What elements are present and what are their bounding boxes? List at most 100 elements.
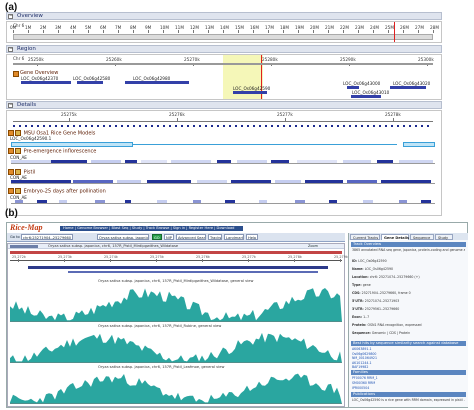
details-panel[interactable]: 25275k 25276k 25277k 25278k MSU Osa1 Rice G… (6, 110, 442, 216)
expression-block[interactable] (125, 160, 137, 163)
expression-block[interactable] (125, 200, 131, 203)
collapse-icon[interactable]: − (8, 102, 14, 108)
expression-block[interactable] (193, 200, 201, 203)
expression-block[interactable] (157, 200, 167, 203)
family-link[interactable]: PF00076 RRM_1 (352, 376, 378, 380)
overview-strip[interactable] (10, 251, 342, 254)
nav-arrows[interactable] (10, 245, 38, 248)
expression-block[interactable] (399, 200, 407, 203)
overview-section-header[interactable]: − Overview (6, 12, 442, 20)
gene-feature[interactable] (21, 81, 71, 84)
expression-block[interactable] (171, 160, 211, 163)
expression-block[interactable] (259, 200, 267, 203)
tab-gene-details[interactable]: Gene Details (381, 234, 409, 240)
chromosome-ideogram[interactable] (13, 34, 433, 40)
expression-block[interactable] (37, 200, 47, 203)
tracks-button[interactable]: Tracks (208, 234, 222, 240)
gene-feature[interactable] (351, 95, 381, 98)
gene-feature[interactable] (77, 81, 103, 84)
landmarks-button[interactable]: Landmarks (224, 234, 244, 240)
expression-block[interactable] (329, 200, 337, 203)
gene-model-bar[interactable] (68, 271, 318, 273)
collapse-icon[interactable]: − (8, 13, 14, 19)
expression-block[interactable] (59, 200, 67, 203)
expression-block[interactable] (15, 200, 23, 203)
expression-block[interactable] (347, 180, 377, 183)
config-icon[interactable] (15, 188, 21, 194)
zoom-label[interactable]: Zoom (308, 244, 319, 248)
genome-viewer[interactable]: Oryza sativa subsp. japonica, chr6, 157R… (7, 243, 348, 407)
help-button[interactable]: Help (246, 234, 258, 240)
region-section-header[interactable]: − Region (6, 45, 442, 53)
gene-model-bar[interactable] (28, 266, 328, 269)
expression-block[interactable] (73, 180, 113, 183)
expression-block[interactable] (11, 160, 51, 163)
collapse-icon[interactable]: − (8, 46, 14, 52)
nip-button[interactable]: NIP (164, 234, 174, 240)
expression-block[interactable] (141, 160, 167, 163)
tab-current-tracks[interactable]: Current Tracks (350, 234, 380, 240)
expression-block[interactable] (399, 160, 433, 163)
overview-track[interactable]: Chr 6 0M 1M 2M 3M 4M 5M 6M 7M 8M 9M 10M 11M 12M 13M 14… (6, 21, 442, 43)
track-header-gene-models[interactable]: MSU Osa1 Rice Gene Models (8, 130, 95, 137)
ricemap-logo[interactable]: Rice-Map (10, 223, 43, 232)
config-icon[interactable] (15, 130, 21, 136)
expression-block[interactable] (51, 160, 87, 163)
expression-block[interactable] (231, 180, 271, 183)
gene-feature[interactable] (390, 86, 426, 89)
top-navigation-bar[interactable]: Home | Genome Browser | Blast Seq | Stud… (60, 226, 243, 231)
config-icon[interactable] (15, 169, 21, 175)
blast-hit-link[interactable]: NM_001064921 (352, 356, 377, 360)
expression-block[interactable] (11, 180, 71, 183)
location-input[interactable]: chr6:25271904..25279660 (21, 234, 73, 240)
region-track[interactable]: Chr 6 25250k 25260k 25270k 25280k 25290k 2530… (6, 54, 442, 100)
expression-block[interactable] (147, 180, 191, 183)
blast-hit-link[interactable]: AK101244.1 (352, 360, 372, 365)
wiggle-track-1[interactable] (10, 284, 342, 322)
go-button[interactable]: GO (152, 234, 162, 240)
blast-hit-link[interactable]: AK063891.1 (352, 347, 372, 351)
tab-study[interactable]: Study (435, 234, 453, 240)
expression-block[interactable] (295, 200, 305, 203)
blast-hit-link[interactable]: BAF19982 (352, 365, 369, 369)
blast-hit-link[interactable]: Os06g0629800 (352, 351, 377, 356)
track-header-pre-emergence[interactable]: Pre-emergence inflorescence (8, 148, 96, 155)
gene-feature[interactable] (125, 81, 189, 84)
checkbox-icon[interactable] (8, 130, 14, 136)
checkbox-icon[interactable] (8, 188, 14, 194)
expression-block[interactable] (197, 180, 227, 183)
expression-block[interactable] (237, 160, 267, 163)
expression-block[interactable] (117, 180, 141, 183)
wiggle-track-2[interactable] (10, 329, 342, 363)
expression-block[interactable] (363, 200, 373, 203)
expression-block[interactable] (421, 200, 431, 203)
family-link[interactable]: SM00360 RRM (352, 381, 376, 385)
family-link[interactable]: IPR000504 (352, 386, 370, 390)
expression-block[interactable] (377, 160, 393, 163)
gene-model-exon[interactable] (11, 142, 133, 147)
species-select[interactable]: Oryza sativa subsp. japonica (97, 234, 149, 240)
expression-block[interactable] (225, 200, 235, 203)
expression-block[interactable] (381, 180, 431, 183)
expression-block[interactable] (91, 160, 121, 163)
tab-sequence[interactable]: Sequence (410, 234, 434, 240)
expression-block[interactable] (305, 180, 343, 183)
track-header-pistil[interactable]: Pistil (8, 169, 35, 176)
gene-model-exon[interactable] (403, 142, 435, 147)
config-icon[interactable] (15, 148, 21, 154)
gene-feature[interactable] (347, 86, 359, 89)
checkbox-icon[interactable] (8, 169, 14, 175)
expression-block[interactable] (275, 180, 301, 183)
checkbox-icon[interactable] (13, 71, 19, 77)
expression-block[interactable] (297, 160, 337, 163)
expression-block[interactable] (343, 160, 371, 163)
track-header-embryo[interactable]: Embryo-25 days after pollination (8, 188, 106, 195)
advanced-search-button[interactable]: Advanced Search (176, 234, 206, 240)
wiggle-track-3[interactable] (10, 370, 342, 404)
details-section-header[interactable]: − Details (6, 101, 442, 109)
checkbox-icon[interactable] (8, 148, 14, 154)
expression-block[interactable] (95, 200, 105, 203)
expression-block[interactable] (271, 160, 289, 163)
expression-block[interactable] (217, 160, 231, 163)
gene-feature[interactable] (233, 91, 267, 94)
